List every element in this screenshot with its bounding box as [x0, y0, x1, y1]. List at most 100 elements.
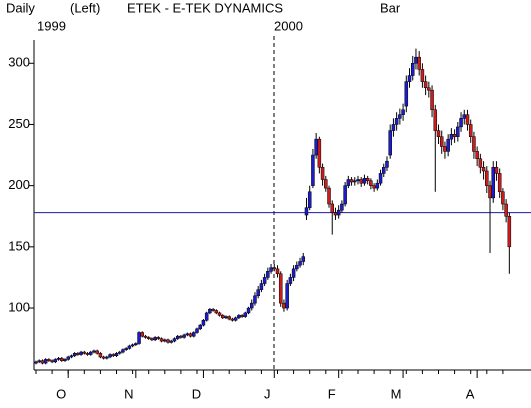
- candle-body: [101, 356, 106, 359]
- candle-body: [346, 179, 351, 186]
- candle-body: [63, 359, 67, 361]
- candle-body: [439, 136, 444, 147]
- candle-body: [372, 185, 376, 189]
- x-tick-label: F: [328, 386, 336, 401]
- candle-body: [353, 180, 357, 183]
- candle-body: [85, 353, 90, 355]
- candle-body: [365, 178, 370, 182]
- candle-body: [47, 359, 51, 361]
- candle-body: [501, 191, 505, 205]
- candle-body: [243, 312, 248, 317]
- candle-body: [359, 179, 363, 184]
- candle-body: [150, 338, 154, 341]
- candle-body: [198, 324, 202, 330]
- candle-body: [330, 203, 334, 213]
- candle-body: [443, 146, 447, 152]
- candle-body: [307, 191, 312, 208]
- candle-body: [69, 355, 74, 358]
- candle-body: [295, 264, 299, 270]
- candle-body: [262, 277, 267, 284]
- candle-body: [201, 320, 206, 326]
- candle-body: [288, 277, 293, 284]
- candle-body: [127, 345, 132, 349]
- candle-body: [124, 348, 128, 350]
- candle-body: [192, 332, 196, 337]
- candle-body: [452, 134, 457, 137]
- candle-body: [430, 89, 434, 111]
- candle-body: [95, 350, 99, 354]
- candle-body: [50, 360, 54, 363]
- year-label: 1999: [37, 18, 66, 33]
- candle-body: [301, 256, 306, 262]
- candle-body: [333, 212, 338, 216]
- candle-body: [507, 216, 512, 248]
- candle-body: [282, 302, 286, 309]
- candle-body: [349, 179, 354, 183]
- candle-body: [327, 187, 331, 205]
- axis-side-label: (Left): [70, 0, 100, 15]
- candle-body: [121, 349, 125, 353]
- candle-body: [175, 335, 180, 339]
- candle-body: [214, 310, 219, 314]
- candle-body: [462, 114, 467, 119]
- candle-body: [114, 353, 119, 357]
- candle-body: [92, 350, 96, 353]
- chart-title: ETEK - E-TEK DYNAMICS: [127, 0, 283, 15]
- x-tick-label: N: [124, 386, 133, 401]
- candle-body: [459, 118, 463, 128]
- candle-body: [427, 87, 431, 91]
- candle-body: [117, 351, 122, 354]
- candle-body: [362, 178, 367, 184]
- candle-body: [504, 203, 508, 217]
- candle-body: [423, 81, 428, 89]
- candle-body: [314, 138, 318, 156]
- x-tick-label: M: [391, 386, 402, 401]
- candle-body: [375, 182, 380, 189]
- candle-body: [394, 118, 399, 125]
- year-label: 2000: [274, 18, 303, 33]
- candle-body: [385, 160, 389, 168]
- candle-body: [320, 167, 325, 180]
- candle-body: [275, 268, 280, 275]
- candle-body: [468, 124, 473, 137]
- candle-body: [285, 283, 289, 309]
- candle-body: [391, 124, 396, 131]
- candle-body: [456, 126, 460, 137]
- candle-body: [240, 315, 244, 317]
- candle-body: [246, 307, 251, 314]
- candle-body: [488, 185, 492, 199]
- candle-body: [420, 69, 425, 82]
- candle-body: [494, 167, 499, 174]
- candle-body: [40, 360, 45, 364]
- candle-body: [324, 179, 328, 189]
- candle-body: [159, 338, 164, 342]
- candle-body: [259, 283, 264, 290]
- candle-body: [446, 138, 450, 152]
- candle-body: [343, 185, 347, 205]
- candle-body: [485, 170, 489, 186]
- candle-body: [336, 209, 341, 216]
- y-tick-label: 250: [8, 116, 30, 131]
- candle-body: [60, 357, 64, 361]
- candle-body: [82, 351, 87, 354]
- candle-body: [410, 63, 415, 76]
- candle-body: [249, 302, 254, 309]
- y-tick-label: 100: [8, 299, 30, 314]
- candle-body: [211, 309, 215, 311]
- x-tick-label: A: [466, 386, 475, 401]
- candle-body: [37, 360, 41, 363]
- candle-body: [208, 309, 212, 314]
- candle-body: [163, 339, 167, 342]
- candle-body: [497, 173, 502, 193]
- candle-body: [43, 359, 48, 364]
- candle-body: [317, 138, 322, 168]
- candle-body: [172, 338, 177, 342]
- candle-body: [382, 167, 386, 174]
- candle-body: [472, 136, 476, 152]
- candle-body: [272, 267, 277, 270]
- candle-body: [98, 353, 103, 358]
- candle-body: [398, 114, 402, 119]
- candle-body: [475, 151, 479, 159]
